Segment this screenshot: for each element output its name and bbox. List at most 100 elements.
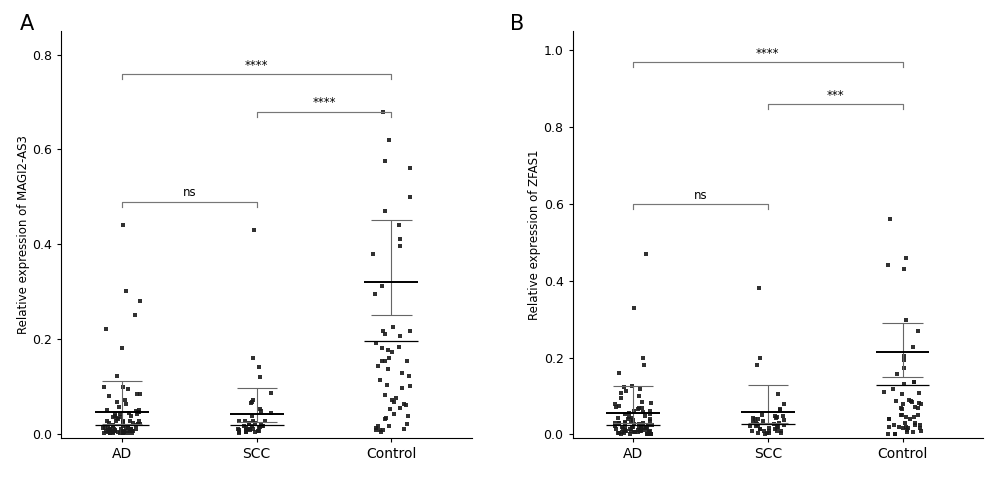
Point — [110, 428, 126, 436]
Point — [374, 344, 390, 352]
Point — [105, 428, 121, 436]
Point — [392, 332, 408, 340]
Point — [617, 419, 633, 427]
Point — [240, 425, 256, 433]
Point — [244, 398, 260, 406]
Text: B: B — [510, 14, 524, 34]
Point — [115, 429, 131, 436]
Point — [617, 426, 633, 434]
Point — [642, 417, 658, 424]
Point — [125, 427, 141, 435]
Point — [241, 420, 257, 427]
Point — [905, 343, 921, 350]
Point — [910, 404, 926, 412]
Point — [117, 396, 133, 403]
Point — [610, 429, 626, 437]
Point — [636, 361, 652, 369]
Point — [621, 409, 637, 416]
Point — [380, 365, 396, 373]
Point — [402, 164, 418, 172]
Point — [377, 415, 393, 423]
Point — [394, 384, 410, 392]
Point — [897, 419, 913, 426]
Point — [617, 427, 633, 435]
Point — [911, 389, 927, 396]
Point — [252, 405, 268, 413]
Point — [745, 418, 761, 426]
Point — [131, 417, 147, 425]
Point — [773, 429, 789, 436]
Point — [617, 424, 633, 431]
Point — [238, 426, 254, 434]
Point — [644, 421, 660, 429]
Point — [101, 392, 117, 400]
Point — [912, 424, 928, 432]
Point — [101, 419, 117, 427]
Point — [901, 396, 917, 404]
Point — [368, 339, 384, 347]
Point — [99, 406, 115, 413]
Point — [885, 385, 901, 393]
Point — [115, 427, 131, 435]
Point — [365, 250, 381, 258]
Point — [107, 413, 123, 420]
Point — [641, 430, 657, 437]
Point — [771, 419, 787, 427]
Point — [898, 413, 914, 421]
Point — [912, 421, 928, 429]
Point — [776, 416, 792, 424]
Point — [911, 399, 927, 406]
Point — [379, 381, 395, 389]
Point — [623, 418, 639, 426]
Point — [773, 427, 789, 435]
Point — [396, 400, 412, 407]
Point — [124, 427, 140, 435]
Point — [127, 311, 143, 319]
Point — [391, 343, 407, 351]
Point — [384, 348, 400, 356]
Point — [626, 421, 642, 428]
Point — [759, 429, 775, 436]
Point — [381, 136, 397, 144]
Point — [902, 415, 918, 423]
Point — [616, 384, 632, 391]
Point — [643, 399, 659, 407]
Point — [888, 397, 904, 405]
Point — [906, 413, 922, 421]
Point — [642, 415, 658, 423]
Point — [898, 316, 914, 324]
Point — [894, 411, 910, 419]
Text: ****: **** — [756, 47, 780, 60]
Point — [611, 429, 627, 437]
Point — [894, 391, 910, 398]
Point — [772, 405, 788, 413]
Point — [108, 418, 124, 425]
Point — [633, 427, 649, 435]
Point — [638, 424, 654, 432]
Point — [386, 410, 402, 418]
Point — [388, 394, 404, 402]
Point — [881, 424, 897, 431]
Point — [618, 427, 634, 435]
Point — [120, 385, 136, 393]
Point — [251, 423, 267, 431]
Point — [231, 428, 247, 436]
Point — [367, 290, 383, 298]
Point — [124, 430, 140, 437]
Point — [637, 424, 653, 432]
Point — [610, 414, 626, 422]
Point — [640, 428, 656, 436]
Point — [752, 425, 768, 433]
Point — [627, 428, 643, 435]
Text: ****: **** — [245, 59, 268, 72]
Point — [116, 429, 132, 437]
Point — [910, 411, 926, 419]
Point — [120, 429, 136, 436]
Point — [251, 363, 267, 371]
Point — [107, 426, 123, 434]
Point — [375, 426, 391, 434]
Point — [613, 430, 629, 438]
Point — [377, 357, 393, 365]
Point — [744, 428, 760, 435]
Point — [121, 409, 137, 417]
